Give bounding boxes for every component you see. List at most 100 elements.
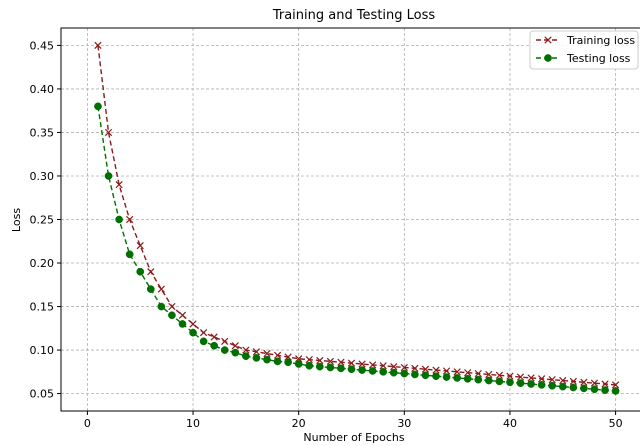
testing-loss-point [558, 382, 567, 391]
training-loss-point [601, 380, 609, 388]
testing-loss-point [347, 365, 356, 374]
testing-loss-point [136, 267, 145, 276]
marker-stroke [178, 311, 187, 319]
testing-loss-point [189, 328, 197, 337]
training-loss-point [263, 349, 271, 358]
training-loss-point [326, 357, 334, 366]
testing-loss-point [263, 355, 271, 364]
testing-loss-point [611, 387, 620, 395]
training-loss-point [421, 365, 430, 373]
testing-loss-point [484, 376, 493, 385]
testing-loss-point [168, 311, 176, 320]
marker-stroke [590, 379, 599, 387]
marker-stroke [421, 365, 430, 373]
marker-stroke [548, 376, 556, 384]
training-loss-point [178, 311, 187, 319]
marker-stroke [189, 320, 197, 328]
training-loss-point [242, 346, 250, 354]
training-loss-point [104, 128, 113, 137]
training-loss-point [136, 241, 144, 250]
legend-label: Testing loss [566, 52, 631, 65]
testing-loss-point [358, 366, 366, 374]
training-loss-point [559, 376, 567, 385]
training-loss-point [390, 362, 398, 371]
training-loss-point [94, 41, 102, 50]
chart-title: Training and Testing Loss [272, 8, 436, 23]
testing-loss-point [463, 374, 472, 383]
marker-stroke [305, 356, 313, 364]
x-tick-label: 10 [186, 417, 200, 430]
training-loss-point [369, 361, 377, 369]
legend-item-training-loss: Training loss [536, 34, 635, 47]
marker-stroke [544, 36, 552, 44]
training-loss-point [495, 371, 504, 379]
x-tick-label: 40 [503, 417, 517, 430]
y-tick-label: 0.30 [30, 170, 55, 183]
marker-stroke [358, 360, 366, 368]
testing-loss-point [474, 375, 483, 384]
testing-loss-point [178, 320, 187, 328]
marker-stroke [263, 349, 271, 358]
testing-loss-point [537, 381, 546, 389]
marker-stroke [411, 364, 419, 372]
training-loss-point [548, 376, 556, 384]
testing-loss-point [220, 346, 229, 354]
marker-stroke [569, 377, 577, 386]
x-tick-label: 20 [292, 417, 306, 430]
training-loss-point [147, 268, 155, 276]
marker-stroke [231, 342, 239, 350]
training-loss-point [432, 366, 440, 374]
training-loss-point [379, 362, 387, 370]
testing-loss-point [453, 374, 461, 382]
marker-stroke [506, 372, 514, 380]
testing-loss-point [337, 364, 345, 373]
training-loss-point [115, 181, 123, 189]
x-tick-label: 0 [84, 417, 91, 430]
training-loss-point [516, 373, 525, 381]
testing-loss-point [125, 250, 134, 259]
legend-item-testing-loss: Testing loss [536, 52, 631, 65]
training-loss-point [400, 363, 408, 372]
testing-loss-point [157, 302, 166, 311]
testing-loss-point [548, 381, 557, 390]
training-loss-point [337, 358, 345, 366]
marker-stroke [538, 375, 546, 383]
marker-stroke [390, 362, 398, 371]
testing-loss-point [199, 337, 208, 346]
testing-loss-point [284, 358, 292, 367]
y-axis-label: Loss [10, 208, 23, 232]
legend: Training loss Testing loss [529, 30, 639, 70]
testing-loss-point [580, 384, 588, 393]
training-loss-point [305, 356, 313, 364]
training-loss-point [199, 329, 208, 337]
testing-loss-point [273, 357, 282, 366]
testing-loss-point [115, 215, 123, 224]
marker-stroke [400, 363, 408, 372]
training-loss-point [442, 367, 451, 375]
training-loss-point [453, 368, 461, 376]
marker-stroke [168, 302, 176, 311]
x-axis-label: Number of Epochs [303, 431, 404, 444]
training-loss-line [97, 45, 616, 386]
y-axis-ticks: 0.05 0.10 0.15 0.20 0.25 0.30 0.35 0.40 0.45 [30, 39, 61, 401]
training-loss-point [590, 379, 599, 387]
training-loss-point [157, 285, 165, 293]
marker-stroke [199, 329, 208, 337]
testing-loss-point [210, 341, 219, 350]
marker-stroke [326, 357, 334, 366]
marker-stroke [559, 376, 567, 385]
marker-stroke [94, 41, 102, 50]
x-tick-label: 30 [397, 417, 411, 430]
marker-stroke [210, 333, 218, 341]
y-tick-label: 0.05 [30, 388, 55, 401]
marker-stroke [453, 368, 461, 376]
marker-stroke [147, 268, 155, 276]
x-axis-ticks: 0 10 20 30 40 50 [84, 411, 623, 430]
testing-loss-point [590, 385, 599, 394]
training-loss-point [358, 360, 366, 368]
training-loss-point [506, 372, 514, 380]
training-loss-point [347, 359, 356, 367]
testing-loss-point [400, 369, 409, 378]
testing-loss-point [601, 386, 609, 394]
